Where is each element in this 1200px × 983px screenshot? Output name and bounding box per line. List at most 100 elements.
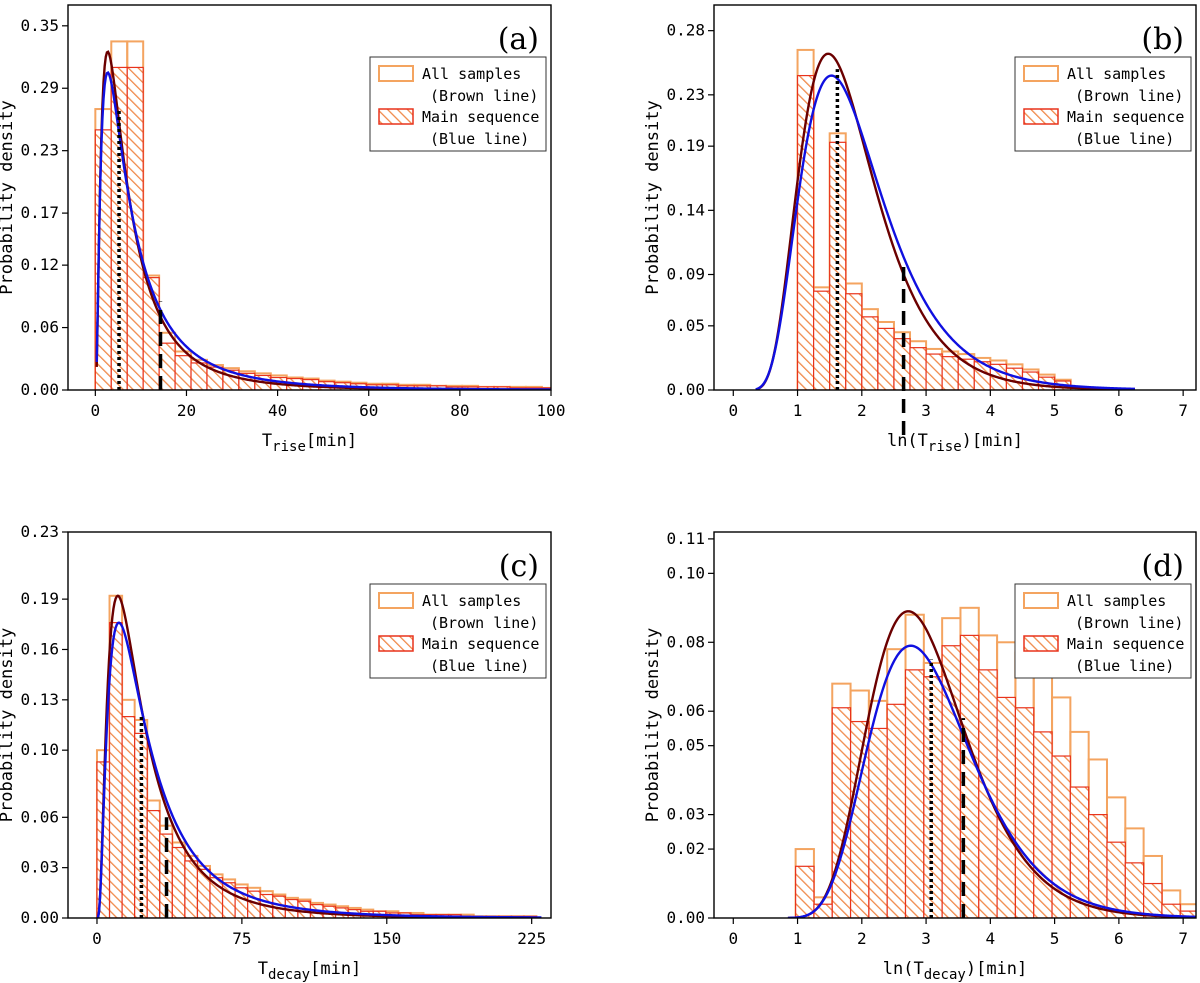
- y-tick-label: 0.29: [20, 78, 59, 97]
- legend-main-sequence-label: Main sequence: [422, 635, 539, 653]
- main-sequence-bar: [1143, 882, 1163, 918]
- y-axis-label: Probability density: [0, 628, 17, 822]
- x-tick-label: 2: [857, 401, 867, 420]
- y-axis-label: Probability density: [643, 628, 663, 822]
- axes-frame: [713, 4, 1197, 391]
- y-tick-label: 0.23: [20, 141, 59, 160]
- main-sequence-bar: [1124, 862, 1145, 918]
- legend-main-sequence-note: (Blue line): [430, 130, 529, 148]
- x-tick-label: 80: [450, 401, 469, 420]
- y-tick-label: 0.14: [666, 200, 705, 219]
- main-sequence-bar: [923, 676, 943, 918]
- blue-fit-line: [755, 74, 1135, 390]
- y-axis-label: Probability density: [0, 100, 17, 294]
- x-tick-label: 0: [728, 401, 738, 420]
- main-sequence-bar: [146, 809, 161, 918]
- x-axis-label: Tdecay[min]: [258, 959, 362, 983]
- legend-main-sequence-label: Main sequence: [422, 108, 539, 126]
- legend-main-sequence-swatch: [1023, 635, 1059, 652]
- y-tick-label: 0.23: [666, 85, 705, 104]
- legend-all-samples-note: (Brown line): [430, 87, 538, 105]
- y-tick-label: 0.09: [666, 265, 705, 284]
- main-sequence-bar: [941, 645, 962, 918]
- y-tick-label: 0.10: [20, 740, 59, 759]
- legend-main-sequence-swatch: [378, 635, 414, 652]
- main-sequence-bar: [868, 727, 888, 918]
- legend-all-samples-note: (Brown line): [1075, 87, 1183, 105]
- y-tick-label: 0.05: [666, 316, 705, 335]
- y-tick-label: 0.00: [666, 380, 705, 399]
- legend-main-sequence-label: Main sequence: [1067, 108, 1184, 126]
- y-tick-label: 0.00: [20, 380, 59, 399]
- main-sequence-bar: [877, 327, 895, 390]
- y-tick-label: 0.03: [20, 858, 59, 877]
- main-sequence-bar: [1014, 707, 1035, 918]
- x-tick-label: 0: [91, 401, 101, 420]
- panel-d: 0 1 2 3 4 5 6 7 0.00 0.02 0.03 0.05 0.06 0.08 0.10 0.11…: [643, 529, 1197, 983]
- main-sequence-bar: [845, 293, 863, 390]
- legend-main-sequence-note: (Blue line): [430, 657, 529, 675]
- blue-fit-line: [787, 644, 1196, 918]
- legend-all-samples-label: All samples: [1067, 592, 1166, 610]
- y-tick-label: 0.02: [666, 839, 705, 858]
- x-tick-label: 100: [537, 401, 566, 420]
- x-tick-label: 6: [1114, 929, 1124, 948]
- axes-frame: [713, 531, 1197, 919]
- panel-c: 0 75 150 225 0.00 0.03 0.06 0.10 0.13 0.16 0.19 0.2…: [0, 522, 552, 983]
- y-tick-label: 0.12: [20, 255, 59, 274]
- y-tick-label: 0.05: [666, 736, 705, 755]
- brown-fit-line: [755, 52, 1135, 390]
- legend-main-sequence-swatch: [1023, 108, 1059, 125]
- legend-main-sequence-label: Main sequence: [1067, 635, 1184, 653]
- main-sequence-bar: [861, 316, 879, 390]
- legend: All samples (Brown line) Main sequence (Blu…: [369, 583, 547, 679]
- x-tick-label: 225: [517, 929, 546, 948]
- panel-label: (c): [499, 549, 539, 584]
- x-tick-label: 4: [986, 401, 996, 420]
- main-sequence-bar: [886, 703, 907, 918]
- x-axis-label: ln(Trise)[min]: [887, 431, 1023, 455]
- y-tick-label: 0.13: [20, 690, 59, 709]
- legend-main-sequence-swatch: [378, 108, 414, 125]
- panel-label: (a): [498, 22, 539, 57]
- x-tick-label: 7: [1178, 929, 1188, 948]
- legend-all-samples-label: All samples: [422, 65, 521, 83]
- blue-fit-line: [96, 621, 542, 918]
- x-axis-label: Trise[min]: [262, 431, 357, 455]
- x-tick-label: 75: [232, 929, 251, 948]
- y-tick-label: 0.03: [666, 805, 705, 824]
- main-sequence-bar: [996, 696, 1017, 918]
- legend-all-samples-swatch: [378, 65, 414, 82]
- x-tick-label: 0: [92, 929, 102, 948]
- y-tick-label: 0.17: [20, 203, 59, 222]
- x-tick-label: 150: [372, 929, 401, 948]
- y-tick-label: 0.35: [20, 16, 59, 35]
- main-sequence-bar: [795, 865, 815, 918]
- main-sequence-bar: [909, 347, 927, 390]
- panel-label: (d): [1141, 549, 1184, 584]
- legend: All samples (Brown line) Main sequence (Blu…: [369, 56, 547, 152]
- main-sequence-bar: [904, 669, 925, 918]
- x-tick-label: 0: [728, 929, 738, 948]
- legend: All samples (Brown line) Main sequence (Blu…: [1014, 583, 1192, 679]
- x-tick-label: 1: [793, 929, 803, 948]
- panel-label: (b): [1141, 22, 1184, 57]
- main-sequence-bar: [1033, 731, 1053, 918]
- main-sequence-bar: [184, 860, 199, 918]
- y-tick-label: 0.11: [666, 529, 705, 548]
- y-tick-label: 0.08: [666, 632, 705, 651]
- x-tick-label: 4: [986, 929, 996, 948]
- axes-frame: [67, 531, 552, 919]
- x-tick-label: 20: [177, 401, 196, 420]
- panel-b: 0 1 2 3 4 5 6 7 0.00 0.05 0.09 0.14 0.19 0.23 0.28 ln(T…: [643, 4, 1197, 455]
- x-tick-label: 60: [359, 401, 378, 420]
- y-tick-label: 0.10: [666, 563, 705, 582]
- main-sequence-bar: [174, 355, 192, 390]
- main-sequence-bar: [941, 356, 959, 390]
- legend: All samples (Brown line) Main sequence (Blu…: [1014, 56, 1192, 152]
- y-tick-label: 0.16: [20, 639, 59, 658]
- y-tick-label: 0.06: [666, 701, 705, 720]
- y-tick-label: 0.19: [666, 136, 705, 155]
- legend-all-samples-label: All samples: [422, 592, 521, 610]
